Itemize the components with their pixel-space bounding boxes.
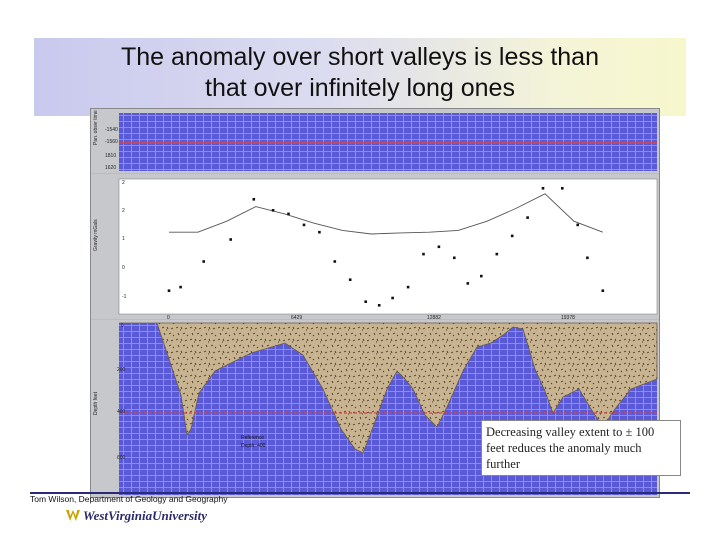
annotation-note: Decreasing valley extent to ± 100 feet r… — [481, 420, 681, 476]
university-logo: WestVirginiaUniversity — [66, 508, 207, 524]
figure-svg: Pan. obsvr time -1540 -1560 1810 1620 Gr… — [91, 109, 659, 497]
depth-ytick-3: 600 — [117, 455, 126, 461]
gravity-ytick-3: 0 — [122, 265, 125, 271]
gravity-ytick-4: -1 — [122, 294, 127, 300]
observed-point — [576, 223, 579, 227]
top-tick-0: -1540 — [105, 127, 118, 133]
slide-title: The anomaly over short valleys is less t… — [34, 42, 686, 104]
gravity-ytick-0: 2 — [122, 180, 125, 186]
observed-point — [318, 230, 321, 234]
observed-point — [333, 260, 337, 263]
gravity-yticks: 2 2 1 0 -1 — [122, 180, 127, 300]
observed-point — [302, 223, 306, 227]
top-tick-3: 1620 — [105, 165, 116, 171]
depth-ytick-2: 400 — [117, 409, 126, 415]
depth-label-depth: Depth: 400 — [241, 443, 266, 449]
footer-credit: Tom Wilson, Department of Geology and Ge… — [30, 494, 228, 504]
observed-point — [406, 285, 410, 289]
observed-point — [348, 278, 352, 281]
title-line-2: that over infinitely long ones — [205, 74, 515, 102]
observed-point — [422, 252, 425, 256]
observed-point — [541, 187, 545, 190]
depth-ytick-0: 0 — [121, 323, 124, 329]
observed-point — [179, 285, 182, 289]
top-panel-grid — [119, 113, 657, 171]
gravity-ytick-1: 2 — [122, 208, 125, 214]
observed-point — [364, 300, 367, 303]
observed-point — [526, 216, 529, 219]
gravity-xtick-3: 19378 — [561, 315, 575, 321]
observed-point — [229, 238, 232, 241]
observed-point — [377, 304, 381, 307]
observed-point — [391, 296, 394, 300]
observed-point — [601, 289, 605, 292]
top-panel-ylabel: Pan. obsvr time — [93, 110, 99, 145]
logo-text: WestVirginiaUniversity — [83, 508, 207, 523]
observed-point — [287, 212, 290, 216]
observed-point — [480, 274, 483, 278]
observed-point — [167, 289, 171, 292]
top-tick-2: 1810 — [105, 153, 116, 159]
observed-point — [495, 252, 499, 256]
observed-point — [437, 245, 441, 249]
observed-point — [252, 198, 256, 201]
gravity-model-figure: Pan. obsvr time -1540 -1560 1810 1620 Gr… — [90, 108, 660, 498]
observed-point — [202, 260, 205, 263]
observed-point — [271, 209, 275, 212]
observed-point — [586, 256, 589, 260]
observed-point — [453, 256, 456, 260]
wv-logo-icon — [66, 510, 80, 521]
gravity-ytick-2: 1 — [122, 236, 125, 242]
gravity-plot-area — [118, 178, 658, 315]
observed-point — [561, 187, 564, 190]
gravity-ylabel: Gravity mGals — [93, 219, 99, 251]
sediment-fill — [119, 322, 658, 454]
gravity-xtick-0: 0 — [167, 315, 170, 321]
title-band — [34, 38, 686, 116]
gravity-marks — [167, 187, 605, 307]
depth-label-reference: Reference — [241, 435, 264, 441]
depth-ylabel: Depth feet — [93, 391, 99, 415]
gravity-xtick-1: 6429 — [291, 315, 302, 321]
footer-rule — [30, 492, 690, 494]
model-curve — [169, 193, 603, 235]
observed-point — [466, 282, 470, 285]
top-tick-1: -1560 — [105, 139, 118, 145]
gravity-xtick-2: 12882 — [427, 315, 441, 321]
observed-point — [510, 234, 514, 238]
title-line-1: The anomaly over short valleys is less t… — [121, 43, 599, 71]
depth-ytick-1: 200 — [117, 367, 126, 373]
